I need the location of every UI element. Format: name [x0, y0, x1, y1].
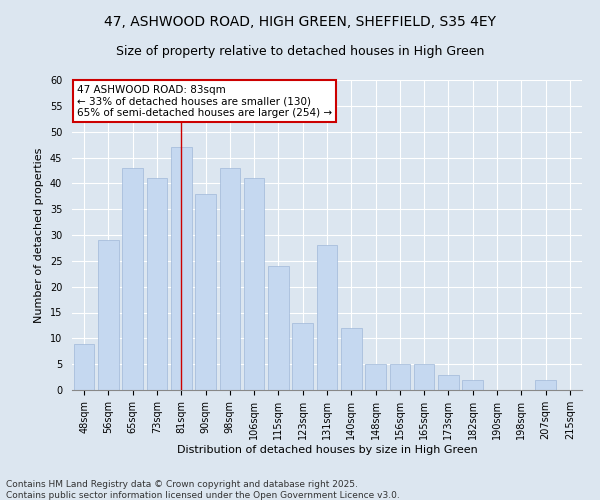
Text: Contains HM Land Registry data © Crown copyright and database right 2025.
Contai: Contains HM Land Registry data © Crown c… — [6, 480, 400, 500]
Text: 47 ASHWOOD ROAD: 83sqm
← 33% of detached houses are smaller (130)
65% of semi-de: 47 ASHWOOD ROAD: 83sqm ← 33% of detached… — [77, 84, 332, 118]
Y-axis label: Number of detached properties: Number of detached properties — [34, 148, 44, 322]
X-axis label: Distribution of detached houses by size in High Green: Distribution of detached houses by size … — [176, 444, 478, 454]
Bar — [244, 178, 265, 390]
Text: Size of property relative to detached houses in High Green: Size of property relative to detached ho… — [116, 45, 484, 58]
Bar — [195, 194, 216, 390]
Bar — [74, 344, 94, 390]
Bar — [171, 147, 191, 390]
Bar — [438, 374, 459, 390]
Text: 47, ASHWOOD ROAD, HIGH GREEN, SHEFFIELD, S35 4EY: 47, ASHWOOD ROAD, HIGH GREEN, SHEFFIELD,… — [104, 15, 496, 29]
Bar — [292, 323, 313, 390]
Bar — [98, 240, 119, 390]
Bar — [220, 168, 240, 390]
Bar — [122, 168, 143, 390]
Bar — [535, 380, 556, 390]
Bar — [268, 266, 289, 390]
Bar — [146, 178, 167, 390]
Bar — [463, 380, 483, 390]
Bar — [389, 364, 410, 390]
Bar — [414, 364, 434, 390]
Bar — [341, 328, 362, 390]
Bar — [317, 246, 337, 390]
Bar — [365, 364, 386, 390]
